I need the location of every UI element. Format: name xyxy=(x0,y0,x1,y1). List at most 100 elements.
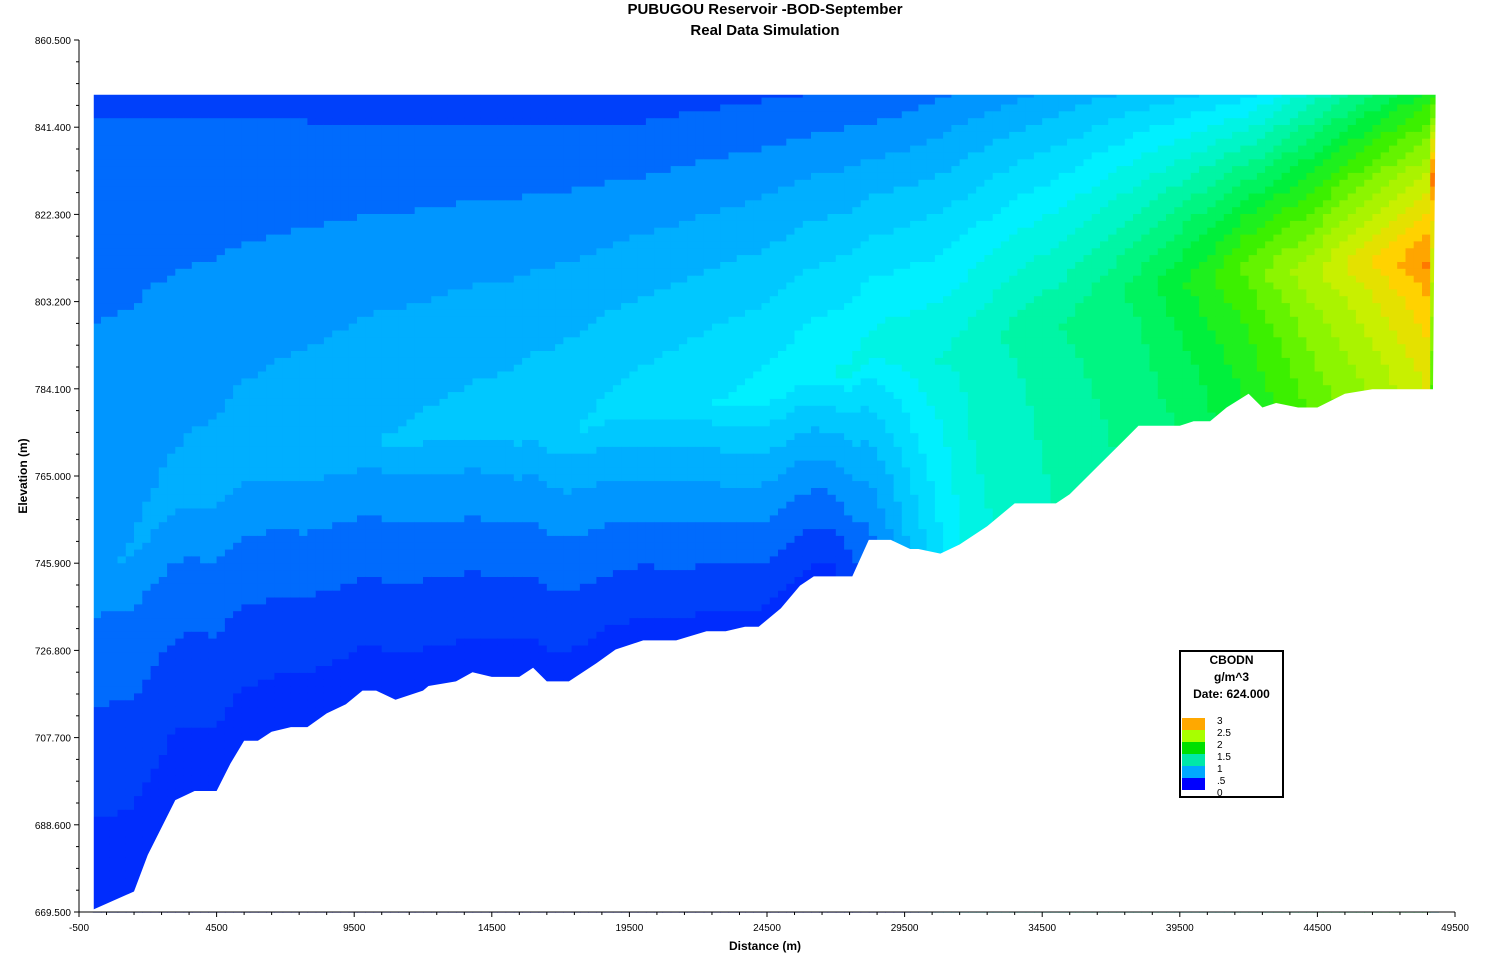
contour-cell xyxy=(216,103,226,112)
contour-cell xyxy=(150,686,160,694)
contour-cell xyxy=(357,597,366,605)
contour-cell xyxy=(274,418,284,427)
contour-cell xyxy=(125,343,135,351)
contour-cell xyxy=(134,870,143,879)
contour-cell xyxy=(167,384,176,393)
contour-cell xyxy=(257,672,267,680)
contour-cell xyxy=(134,562,143,571)
contour-cell xyxy=(101,679,110,687)
contour-cell xyxy=(307,528,317,536)
contour-cell xyxy=(431,514,441,523)
contour-cell xyxy=(200,460,209,468)
contour-cell xyxy=(241,706,251,714)
contour-cell xyxy=(423,555,432,564)
contour-cell xyxy=(241,398,251,406)
contour-cell xyxy=(282,610,292,619)
contour-cell xyxy=(332,412,342,420)
contour-cell xyxy=(150,220,160,228)
contour-cell xyxy=(406,672,416,680)
contour-cell xyxy=(191,658,201,666)
contour-cell xyxy=(101,261,110,269)
contour-cell xyxy=(282,501,292,509)
contour-cell xyxy=(365,651,375,660)
contour-cell xyxy=(101,391,110,399)
contour-cell xyxy=(167,775,176,783)
contour-cell xyxy=(381,364,391,372)
contour-cell xyxy=(406,329,416,338)
contour-cell xyxy=(158,754,168,762)
contour-cell xyxy=(183,590,193,598)
contour-cell xyxy=(216,234,226,242)
contour-cell xyxy=(348,692,358,701)
contour-cell xyxy=(266,391,275,399)
contour-cell xyxy=(208,213,218,221)
contour-cell xyxy=(109,658,119,666)
contour-cell xyxy=(390,371,399,379)
contour-cell xyxy=(125,302,135,310)
contour-cell xyxy=(423,377,432,386)
contour-cell xyxy=(398,206,408,214)
contour-cell xyxy=(224,679,234,687)
contour-cell xyxy=(431,665,441,673)
contour-cell xyxy=(241,597,251,605)
contour-cell xyxy=(315,371,325,379)
contour-cell xyxy=(315,254,325,262)
contour-cell xyxy=(142,781,152,790)
contour-cell xyxy=(175,590,185,598)
contour-cell xyxy=(158,624,168,632)
contour-cell xyxy=(398,446,408,454)
contour-cell xyxy=(191,418,201,427)
contour-cell xyxy=(348,569,358,577)
contour-cell xyxy=(398,562,408,571)
contour-cell xyxy=(233,391,242,399)
contour-cell xyxy=(109,418,119,427)
contour-cell xyxy=(365,282,375,290)
contour-cell xyxy=(315,364,325,372)
contour-cell xyxy=(142,158,152,167)
contour-cell xyxy=(290,603,300,612)
contour-cell xyxy=(381,117,391,125)
contour-cell xyxy=(101,275,110,283)
contour-cell xyxy=(167,131,176,139)
contour-cell xyxy=(167,617,176,625)
contour-cell xyxy=(274,412,284,420)
contour-cell xyxy=(183,651,193,660)
contour-cell xyxy=(348,336,358,345)
contour-cell xyxy=(406,336,416,345)
contour-cell xyxy=(167,398,176,406)
contour-cell xyxy=(373,432,383,440)
contour-cell xyxy=(381,610,391,619)
contour-cell xyxy=(257,603,267,612)
contour-cell xyxy=(315,713,325,721)
contour-cell xyxy=(175,562,185,571)
contour-cell xyxy=(175,727,185,735)
contour-cell xyxy=(381,275,391,283)
contour-cell xyxy=(92,234,102,242)
contour-cell xyxy=(340,384,350,393)
contour-cell xyxy=(357,665,366,673)
contour-cell xyxy=(224,446,234,454)
contour-cell xyxy=(109,103,119,112)
contour-cell xyxy=(216,186,226,194)
contour-cell xyxy=(134,535,143,543)
contour-cell xyxy=(431,412,441,420)
contour-cell xyxy=(142,549,152,557)
contour-cell xyxy=(282,199,292,208)
contour-cell xyxy=(233,329,242,338)
contour-cell xyxy=(274,480,284,488)
contour-cell xyxy=(200,186,209,194)
contour-cell xyxy=(208,439,218,447)
contour-cell xyxy=(117,302,127,310)
contour-cell xyxy=(216,446,226,454)
contour-cell xyxy=(357,371,366,379)
contour-cell xyxy=(340,295,350,304)
contour-cell xyxy=(101,521,110,530)
contour-cell xyxy=(266,343,275,351)
contour-cell xyxy=(299,508,309,516)
contour-cell xyxy=(101,864,110,872)
contour-cell xyxy=(175,186,185,194)
contour-cell xyxy=(101,213,110,221)
contour-cell xyxy=(406,206,416,214)
contour-cell xyxy=(398,103,408,112)
contour-cell xyxy=(134,514,143,523)
